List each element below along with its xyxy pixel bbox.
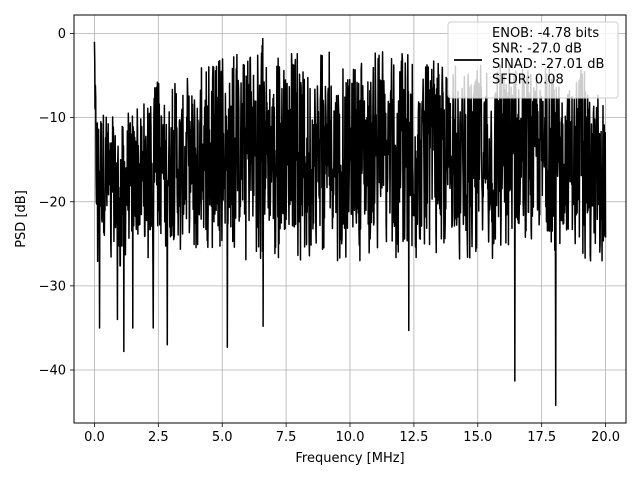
y-tick-label: −20	[39, 195, 66, 210]
x-axis-title: Frequency [MHz]	[295, 451, 404, 466]
x-tick-label: 12.5	[399, 430, 428, 445]
x-tick-label: 5.0	[212, 430, 233, 445]
y-tick-label: −40	[39, 364, 66, 379]
legend-entry-line: SINAD: -27.01 dB	[492, 57, 604, 72]
legend-entry-line: SNR: -27.0 dB	[492, 42, 582, 57]
y-tick-label: 0	[58, 27, 66, 42]
x-tick-label: 17.5	[527, 430, 556, 445]
x-tick-label: 0.0	[84, 430, 105, 445]
x-axis-ticks: 0.0 2.5 5.0 7.5 10.0 12.5 15.0 17.5 20.0	[84, 423, 620, 445]
legend-box	[447, 21, 619, 99]
psd-series-line	[93, 37, 607, 407]
x-tick-label: 20.0	[591, 430, 620, 445]
y-tick-label: −10	[39, 111, 66, 126]
x-tick-label: 2.5	[148, 430, 169, 445]
y-axis-ticks: 0 −10 −20 −30 −40	[39, 27, 74, 379]
x-tick-label: 7.5	[276, 430, 297, 445]
y-tick-label: −30	[39, 279, 66, 294]
legend-entry-line: SFDR: 0.08	[492, 73, 564, 88]
x-tick-label: 10.0	[336, 430, 365, 445]
legend-entry-line: ENOB: -4.78 bits	[492, 26, 599, 41]
plot-area	[93, 37, 607, 407]
y-axis-title: PSD [dB]	[14, 190, 29, 248]
x-tick-label: 15.0	[463, 430, 492, 445]
